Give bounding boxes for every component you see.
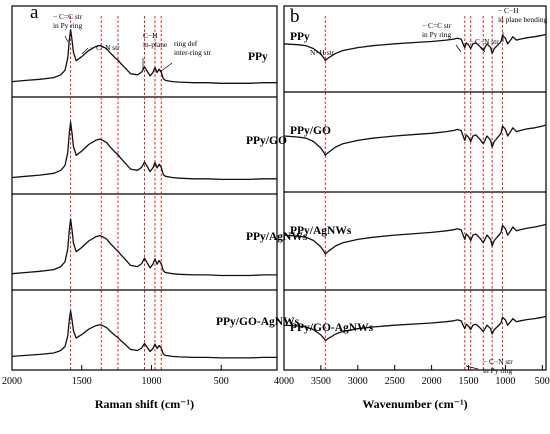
x-tick-label: 1000 [495,376,515,387]
peak-annotation: in plane bending [498,15,548,24]
panel-letter: a [30,2,39,23]
spectrum-line [11,29,277,84]
spectrum-line [283,124,547,156]
annotation-arrow [159,62,173,73]
spectrum-line [11,218,277,277]
x-tick-label: 2500 [385,376,405,387]
sample-label: PPy/GO [246,135,287,147]
raman-panel: PPy PPy/GO PPy/AgNWs PPy/GO-AgNWs 2000 1500 10… [2,2,308,411]
peak-annotation: − C=C str [422,21,452,30]
x-tick-label: 1000 [141,376,161,387]
panel-letter: b [290,6,300,27]
sample-label: PPy/AgNWs [290,225,352,237]
annotation-arrow [64,35,69,43]
sample-label: PPy [290,31,310,43]
peak-annotation: − C=C str [53,12,83,21]
peak-annotation: in Py ring [483,366,512,375]
x-axis-title: Raman shift (cm⁻¹) [95,397,194,411]
x-tick-label: 500 [535,376,550,387]
x-tick-label: 1500 [459,376,479,387]
sample-label: PPy/GO [290,125,331,137]
spectrum-line [283,315,547,342]
peak-annotation: − C−N str [90,43,120,52]
x-axis-title: Wavenumber (cm⁻¹) [362,397,467,411]
sample-label: PPy [248,51,268,63]
peak-annotation: N−H str [310,48,335,57]
x-tick-label: 2000 [422,376,442,387]
x-tick-label: 3500 [311,376,331,387]
peak-annotation: in-plane [143,40,168,49]
x-tick-label: 500 [214,376,229,387]
plot-frame [283,5,547,371]
peak-annotation: ring def [174,39,198,48]
spectrum-line [11,121,277,181]
sample-label: PPy/AgNWs [246,231,308,243]
annotation-arrow [480,46,486,53]
spectrum-line [283,33,547,62]
plot-frame [11,5,278,371]
peak-annotation: in Py ring [53,21,82,30]
annotation-arrow [465,365,479,370]
peak-annotation: − C−N str [469,37,499,46]
x-tick-label: 2000 [2,376,22,387]
peak-annotation: inter-ring str [174,48,212,57]
annotation-arrow [81,47,89,55]
x-tick-label: 1500 [72,376,92,387]
annotation-arrow [455,44,462,53]
peak-annotation: C−H [143,31,158,40]
spectrum-line [283,223,547,255]
ftir-panel: PPy PPy/GO PPy/AgNWs PPy/GO-AgNWs 4000 3500 30… [274,5,550,411]
peak-annotation: − C−H [498,6,519,15]
peak-annotation: in Py ring [422,30,451,39]
sample-label: PPy/GO-AgNWs [290,322,374,334]
spectrum-line [11,310,277,359]
x-tick-label: 4000 [274,376,294,387]
x-tick-label: 3000 [348,376,368,387]
sample-label: PPy/GO-AgNWs [216,316,300,328]
peak-annotation: − C−N str [483,357,513,366]
